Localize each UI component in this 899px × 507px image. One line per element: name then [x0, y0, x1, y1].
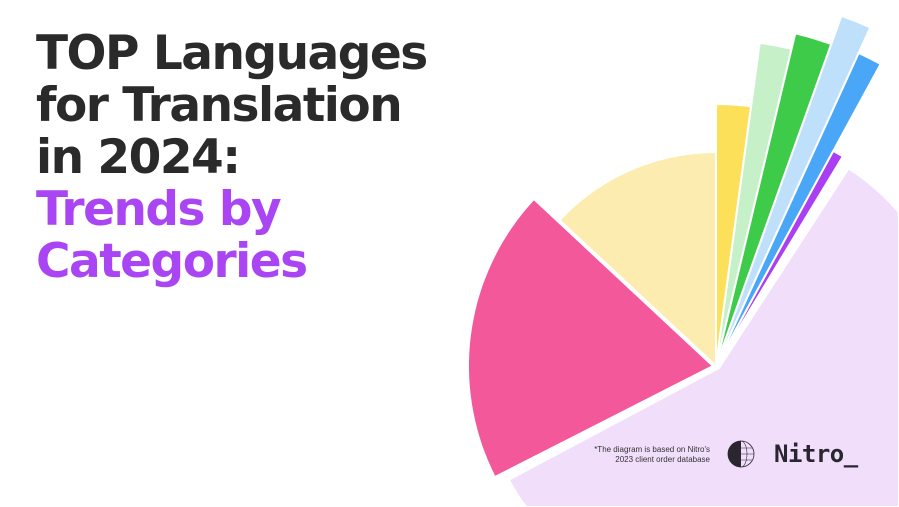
subtitle-line: Trends by	[36, 182, 282, 237]
brand-logo: Nitro_	[774, 440, 858, 468]
title-line: in 2024:	[36, 130, 241, 185]
footnote-line: 2023 client order database	[615, 455, 710, 464]
chart-segment	[715, 14, 872, 367]
footnote: *The diagram is based on Nitro's 2023 cl…	[560, 445, 710, 465]
page-title: TOP Languages for Translation in 2024: T…	[36, 26, 428, 289]
title-line: for Translation	[36, 78, 403, 133]
globe-icon	[727, 440, 755, 468]
footnote-line: *The diagram is based on Nitro's	[594, 445, 710, 454]
chart-segment	[507, 167, 899, 507]
chart-segment	[467, 197, 714, 479]
title-line: TOP Languages	[36, 26, 428, 81]
chart-segment	[558, 151, 717, 367]
chart-segment	[715, 52, 882, 367]
subtitle-line: Categories	[36, 234, 308, 289]
chart-segment	[715, 149, 844, 367]
